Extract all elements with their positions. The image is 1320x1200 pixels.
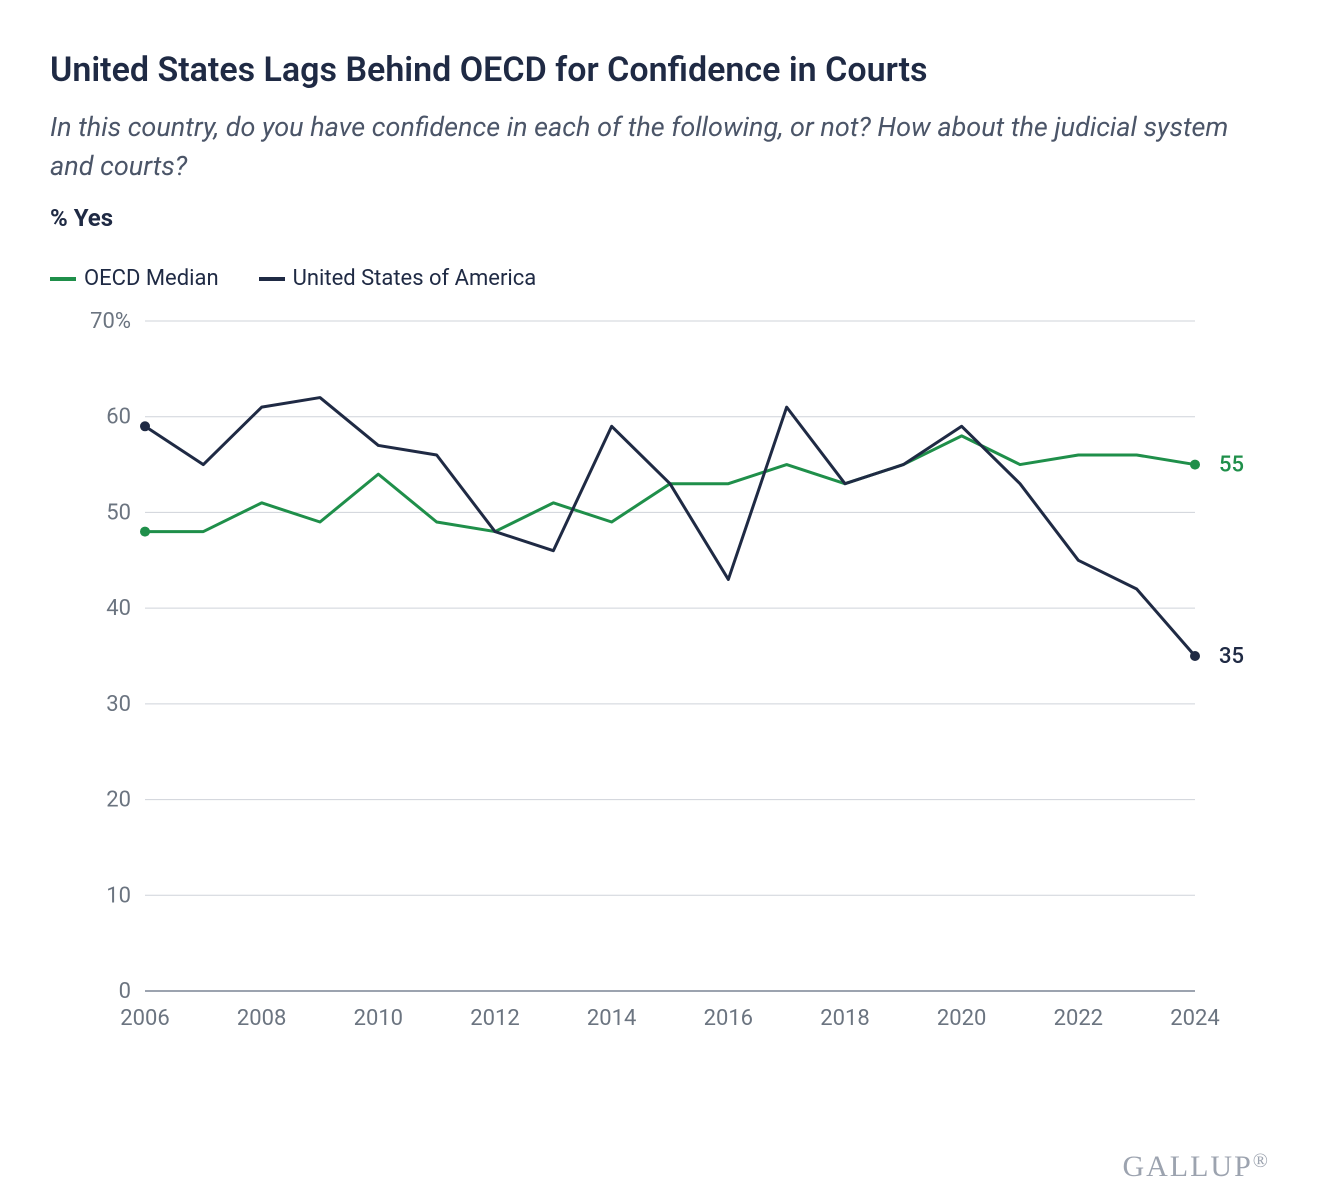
chart-subtitle-2: % Yes [50, 204, 1270, 232]
chart-subtitle: In this country, do you have confidence … [50, 108, 1270, 186]
x-tick-label: 2012 [470, 1006, 519, 1031]
series-end-label: 55 [1219, 453, 1244, 478]
legend-swatch-usa [259, 277, 285, 281]
y-tick-label: 20 [106, 788, 131, 813]
x-tick-label: 2018 [820, 1006, 869, 1031]
legend-item-usa: United States of America [259, 266, 537, 291]
y-tick-label: 0 [119, 979, 131, 1004]
x-tick-label: 2024 [1170, 1006, 1219, 1031]
y-tick-label: 30 [106, 692, 131, 717]
chart-area: 0 10 20 30 40 50 60 70% 2006 2008 2010 2012 2014 2016… [50, 311, 1270, 1170]
y-tick-label: 40 [106, 596, 131, 621]
legend-swatch-oecd [50, 277, 76, 281]
series-end-label: 35 [1219, 644, 1244, 669]
x-tick-label: 2010 [354, 1006, 403, 1031]
chart-title: United States Lags Behind OECD for Confi… [50, 50, 1270, 90]
legend-item-oecd: OECD Median [50, 266, 219, 291]
legend-label-oecd: OECD Median [84, 266, 219, 291]
x-tick-label: 2020 [937, 1006, 986, 1031]
x-tick-label: 2014 [587, 1006, 636, 1031]
line-chart-svg: 0 10 20 30 40 50 60 70% 2006 2008 2010 2012 2014 2016… [50, 311, 1270, 1071]
x-tick-label: 2008 [237, 1006, 286, 1031]
x-tick-label: 2022 [1054, 1006, 1103, 1031]
page: United States Lags Behind OECD for Confi… [0, 0, 1320, 1200]
y-tick-label: 60 [106, 405, 131, 430]
y-tick-label: 50 [106, 501, 131, 526]
series-line [145, 398, 1195, 656]
legend-label-usa: United States of America [293, 266, 537, 291]
x-tick-label: 2006 [120, 1006, 169, 1031]
y-tick-label: 10 [106, 884, 131, 909]
x-tick-label: 2016 [704, 1006, 753, 1031]
y-tick-label: 70% [90, 311, 131, 334]
brand-label: GALLUP® [1122, 1150, 1270, 1184]
legend: OECD Median United States of America [50, 266, 1270, 291]
